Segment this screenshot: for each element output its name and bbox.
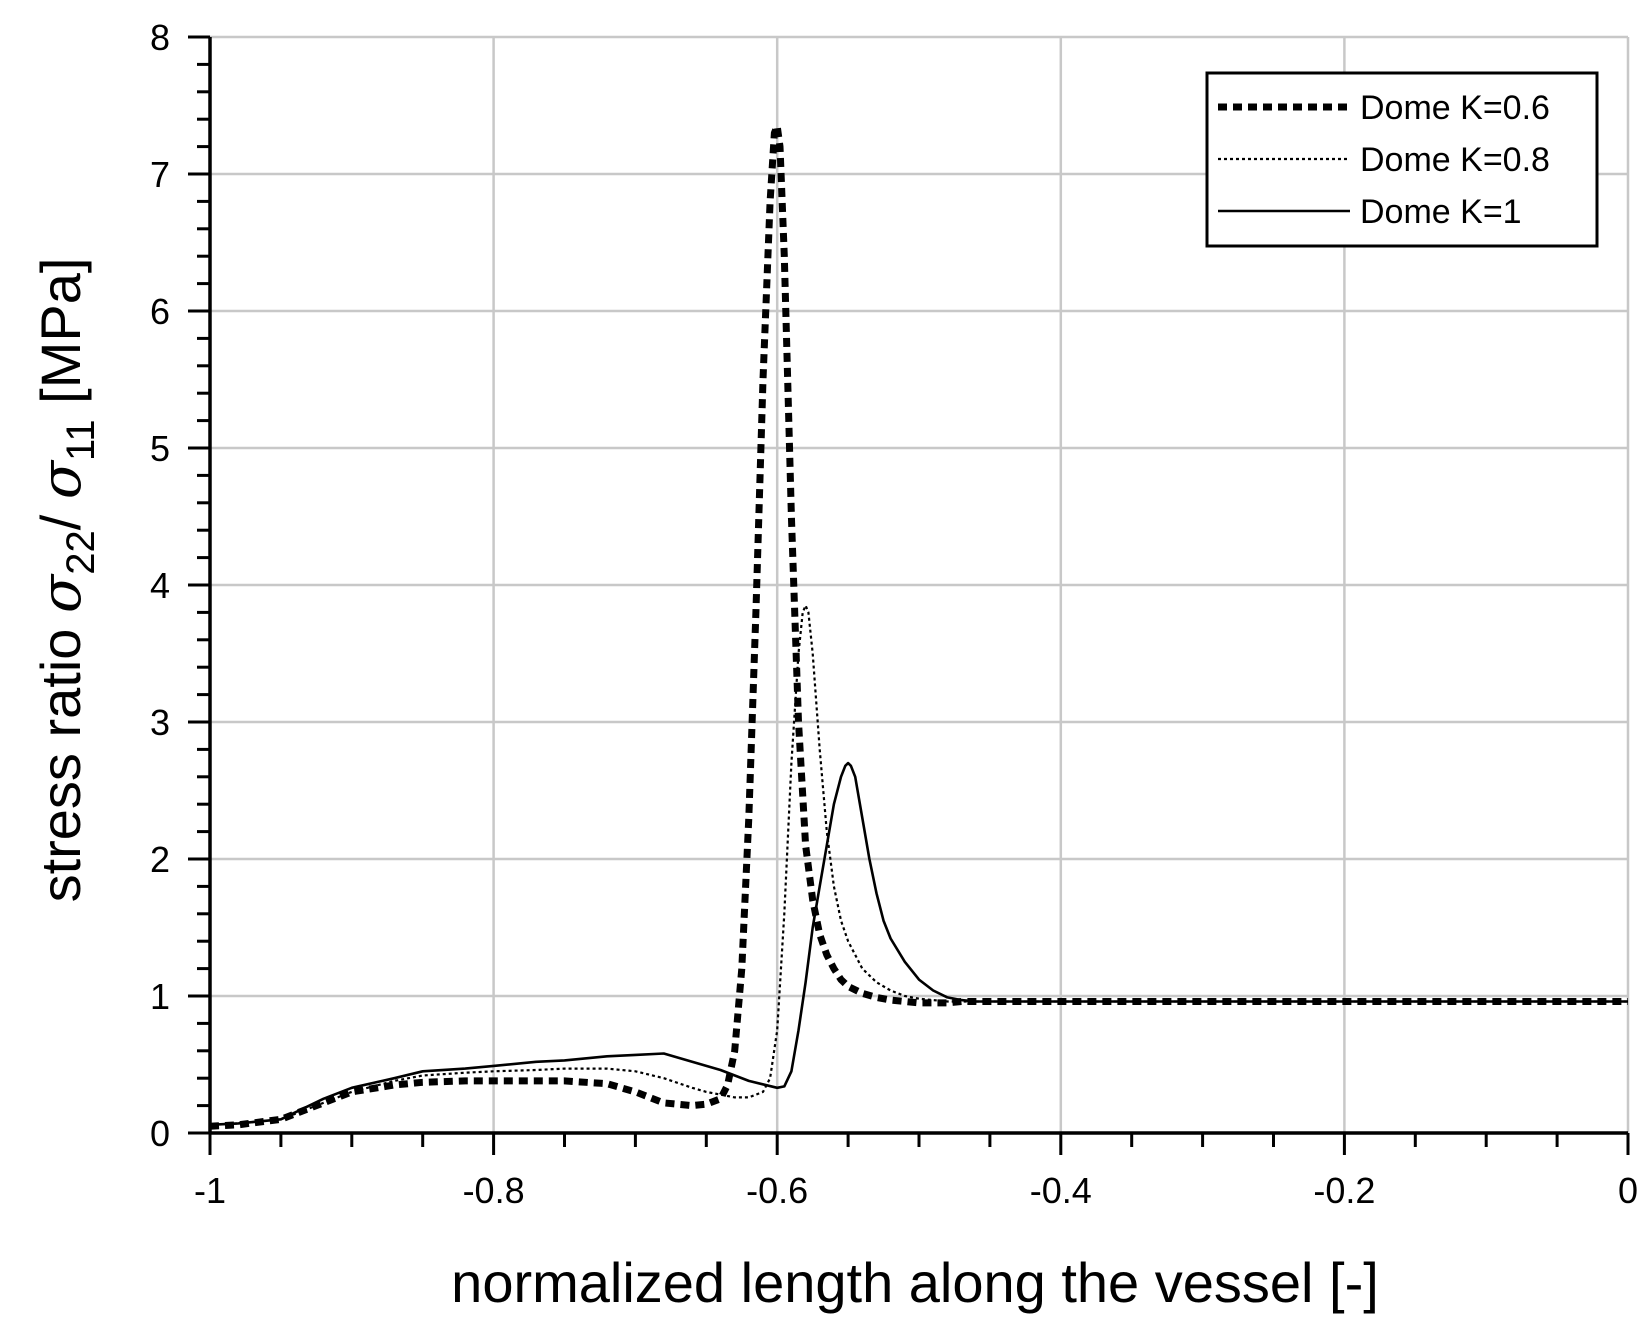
y-axis-title-slash: / <box>29 499 92 530</box>
y-axis-title-prefix: stress ratio <box>29 613 92 902</box>
y-tick-label: 8 <box>150 17 170 58</box>
legend-label-3: Dome K=1 <box>1360 193 1522 231</box>
x-tick-label: -0.2 <box>1313 1170 1375 1211</box>
y-axis-title-subscript-2: 11 <box>59 419 103 461</box>
axes <box>208 37 1628 1135</box>
legend-label-1: Dome K=0.6 <box>1360 89 1550 127</box>
x-tick-label: -0.6 <box>746 1170 808 1211</box>
series-lines <box>209 122 1628 1130</box>
x-tick-labels: -1 -0.8 -0.6 -0.4 -0.2 0 <box>194 1170 1638 1211</box>
legend: Dome K=0.6 Dome K=0.8 Dome K=1 <box>1205 71 1599 248</box>
y-tick-label: 1 <box>150 976 170 1017</box>
grid <box>208 35 1630 1135</box>
y-tick-label: 6 <box>150 291 170 332</box>
legend-items: Dome K=0.6 Dome K=0.8 Dome K=1 <box>1218 89 1550 231</box>
y-axis-title-suffix: [MPa] <box>29 258 92 420</box>
x-tick-label: -1 <box>194 1170 226 1211</box>
y-axis-title-subscript-1: 22 <box>59 530 103 575</box>
series-line-3 <box>209 761 1628 1127</box>
x-tick-label: -0.8 <box>463 1170 525 1211</box>
x-tick-label: 0 <box>1618 1170 1638 1211</box>
y-tick-labels: 0 1 2 3 4 5 6 7 8 <box>150 17 170 1154</box>
y-tick-label: 7 <box>150 154 170 195</box>
legend-label-2: Dome K=0.8 <box>1360 141 1550 179</box>
series-line-2 <box>209 604 1628 1126</box>
y-axis-title: stress ratio σ22/ σ11 [MPa] <box>29 258 103 903</box>
series-line-1 <box>209 122 1628 1130</box>
y-tick-label: 5 <box>150 428 170 469</box>
y-tick-label: 4 <box>150 565 170 606</box>
minor-ticks <box>188 35 1630 1155</box>
x-axis-title: normalized length along the vessel [-] <box>451 1251 1379 1314</box>
y-axis-title-sigma-1: σ <box>29 573 94 613</box>
y-tick-label: 0 <box>150 1113 170 1154</box>
y-tick-label: 3 <box>150 702 170 743</box>
y-tick-label: 2 <box>150 839 170 880</box>
y-axis-title-sigma-2: σ <box>29 459 94 499</box>
x-tick-label: -0.4 <box>1030 1170 1092 1211</box>
